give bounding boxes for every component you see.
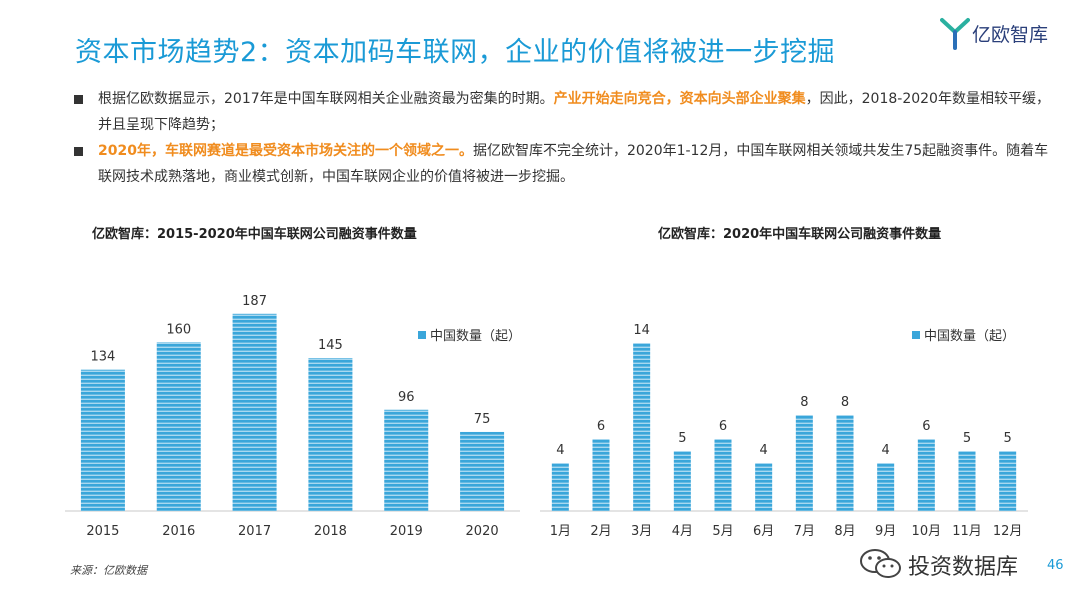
chart-1-data-label: 75: [474, 412, 491, 427]
chart-2-tick-label: 12月: [993, 524, 1023, 539]
chart-1-bar: [156, 342, 201, 511]
chart-2-tick-label: 6月: [753, 524, 774, 539]
chart-2-data-label: 4: [556, 443, 564, 458]
chart-2-tick-label: 1月: [550, 524, 571, 539]
chart-2-legend-label: 中国数量（起）: [924, 329, 1015, 344]
bullet-item-1: 根据亿欧数据显示，2017年是中国车联网相关企业融资最为密集的时期。产业开始走向…: [72, 86, 1062, 138]
chart-2-data-label: 5: [1004, 431, 1012, 446]
chart-2-plot: 4 1月 6 2月 14 3月 5 4月 6 5月 4 6月 8 7月 8 8月 4 9月 6 10月 5 11月 5 12月…: [540, 323, 1028, 539]
page-title: 资本市场趋势2：资本加码车联网，企业的价值将被进一步挖掘: [75, 37, 836, 68]
chart-2-data-label: 5: [678, 431, 686, 446]
chart-2-data-label: 6: [922, 419, 930, 434]
chart-2-bar: [795, 415, 813, 511]
chart-2-data-label: 8: [800, 395, 808, 410]
bullet-1-text-end: ，因此，2018-2020年数量相较平缓，并且呈现下降趋势；: [98, 91, 1050, 133]
chart-2-bar: [551, 463, 569, 511]
watermark-text: 投资数据库: [908, 555, 1019, 580]
chart-1-legend-swatch: [418, 331, 426, 339]
chart-1-bar: [80, 369, 125, 511]
watermark: 投资数据库: [858, 547, 1058, 581]
chart-2-tick-label: 10月: [912, 524, 942, 539]
chart-2-data-label: 4: [882, 443, 890, 458]
bullet-list: 根据亿欧数据显示，2017年是中国车联网相关企业融资最为密集的时期。产业开始走向…: [72, 86, 1062, 190]
chart-1-tick-label: 2015: [86, 524, 119, 539]
chart-2-tick-label: 5月: [712, 524, 733, 539]
chart-2-bar: [999, 451, 1017, 511]
chart-1-data-label: 145: [318, 338, 343, 353]
bullet-square-icon: [74, 95, 83, 104]
chart-2-bar: [714, 439, 732, 511]
chart-2-bar: [592, 439, 610, 511]
chart-2-bar: [958, 451, 976, 511]
chart-2-bar: [633, 343, 651, 511]
chart-2-bar: [877, 463, 895, 511]
bullet-item-2: 2020年，车联网赛道是最受资本市场关注的一个领域之一。据亿欧智库不完全统计，2…: [72, 138, 1062, 190]
chart-2-data-label: 8: [841, 395, 849, 410]
chart-2-tick-label: 9月: [875, 524, 896, 539]
chart-2-data-label: 4: [760, 443, 768, 458]
chart-1-data-label: 134: [91, 350, 116, 365]
chart-2-title: 亿欧智库：2020年中国车联网公司融资事件数量: [658, 227, 942, 242]
chart-2-data-label: 6: [719, 419, 727, 434]
chart-1-bar: [460, 431, 505, 511]
wechat-icon: [860, 549, 901, 578]
chart-1-data-label: 187: [242, 294, 267, 309]
chart-2-bar: [917, 439, 935, 511]
chart-1-bar: [232, 313, 277, 511]
chart-1-tick-label: 2016: [162, 524, 195, 539]
bullet-1-highlight: 产业开始走向竞合，资本向头部企业聚集: [553, 91, 806, 107]
bullet-2-highlight: 2020年，车联网赛道是最受资本市场关注的一个领域之一。: [98, 143, 473, 159]
bullet-square-icon: [74, 147, 83, 156]
chart-1-bar: [384, 409, 429, 511]
chart-2-data-label: 6: [597, 419, 605, 434]
chart-1-title: 亿欧智库：2015-2020年中国车联网公司融资事件数量: [92, 227, 417, 242]
chart-1-data-label: 96: [398, 390, 415, 405]
chart-2-tick-label: 3月: [631, 524, 652, 539]
chart-1-tick-label: 2018: [314, 524, 347, 539]
chart-1-tick-label: 2017: [238, 524, 271, 539]
chart-1-legend-label: 中国数量（起）: [430, 329, 521, 344]
page-number: 46: [1047, 558, 1064, 573]
chart-2-bar: [755, 463, 773, 511]
chart-2-tick-label: 2月: [590, 524, 611, 539]
chart-2-tick-label: 7月: [794, 524, 815, 539]
chart-2-data-label: 14: [633, 323, 650, 338]
logo-icon: [940, 18, 970, 50]
chart-2-bar: [836, 415, 854, 511]
chart-1-data-label: 160: [166, 322, 191, 337]
source-note: 来源：亿欧数据: [70, 564, 147, 577]
chart-2-tick-label: 4月: [672, 524, 693, 539]
logo-text: 亿欧智库: [972, 24, 1049, 46]
chart-2-tick-label: 8月: [834, 524, 855, 539]
bullet-1-text: 根据亿欧数据显示，2017年是中国车联网相关企业融资最为密集的时期。: [98, 91, 554, 107]
chart-2-legend-swatch: [912, 331, 920, 339]
chart-1-plot: 134 2015 160 2016 187 2017 145 2018 96 2019 75 2020…: [65, 294, 521, 539]
chart-2-data-label: 5: [963, 431, 971, 446]
brand-logo: 亿欧智库: [940, 16, 1060, 52]
chart-2-bar: [673, 451, 691, 511]
chart-1-tick-label: 2019: [390, 524, 423, 539]
chart-2-tick-label: 11月: [952, 524, 982, 539]
bullet-2-text: 据亿欧智库不完全统计，2020年1-12月，中国车联网相关领域共发生75起融资事…: [98, 143, 1049, 185]
chart-1-tick-label: 2020: [466, 524, 499, 539]
chart-1-bar: [308, 358, 353, 511]
